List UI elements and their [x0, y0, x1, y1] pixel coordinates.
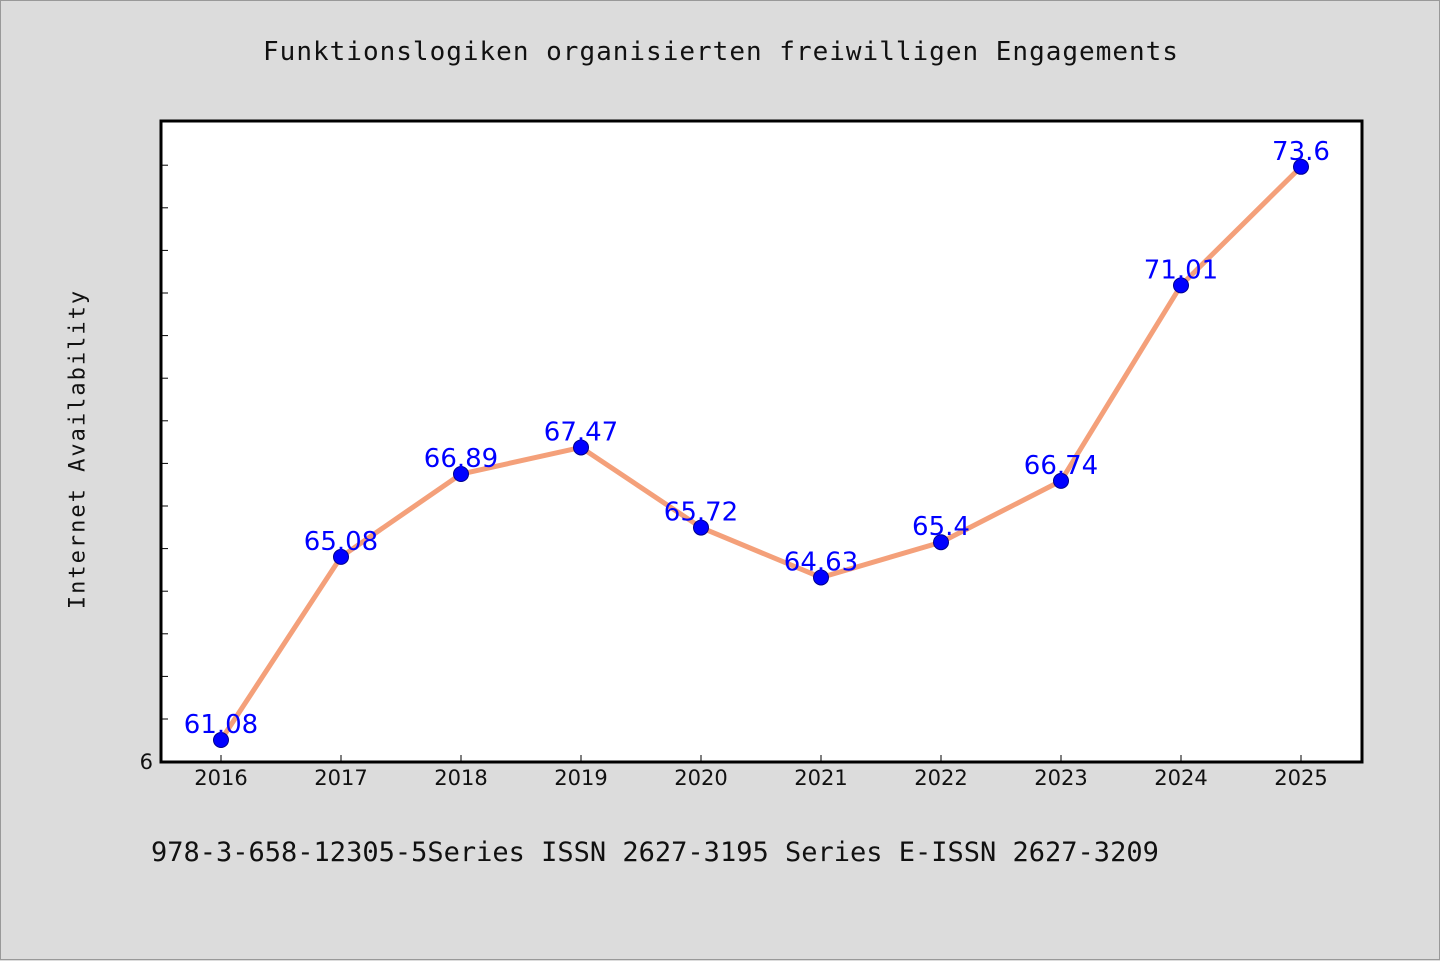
x-tick-label: 2018 [434, 766, 487, 790]
data-point [1293, 158, 1309, 175]
x-tick-label: 2024 [1154, 766, 1207, 790]
data-label: 73.6 [1272, 137, 1330, 167]
data-label: 65.72 [664, 498, 738, 528]
x-tick-label: 2023 [1034, 766, 1087, 790]
x-tick-label: 2022 [914, 766, 967, 790]
data-point [813, 569, 829, 586]
plot-area [159, 119, 1364, 764]
x-tick-label: 2016 [194, 766, 247, 790]
x-tick-label: 2019 [554, 766, 607, 790]
data-point [453, 466, 469, 483]
data-label: 66.89 [424, 444, 498, 474]
data-label: 61.08 [184, 710, 258, 740]
chart-title: Funktionslogiken organisierten freiwilli… [263, 37, 1179, 67]
data-label: 71.01 [1144, 255, 1218, 285]
data-point [933, 534, 949, 551]
data-label: 65.4 [912, 512, 970, 542]
data-point [333, 548, 349, 565]
x-tick-label: 2021 [794, 766, 847, 790]
data-point [693, 519, 709, 536]
x-tick-label: 2025 [1274, 766, 1327, 790]
data-label: 66.74 [1024, 451, 1098, 481]
y-tick-label: 6 [140, 750, 153, 774]
data-point [573, 439, 589, 456]
data-label: 67.47 [544, 417, 618, 447]
data-point [1053, 472, 1069, 489]
series-line [218, 164, 1304, 743]
data-label: 64.63 [784, 547, 858, 577]
x-tick-label: 2020 [674, 766, 727, 790]
x-tick-label: 2017 [314, 766, 367, 790]
data-point [213, 732, 229, 749]
data-point [1173, 277, 1189, 294]
data-label: 65.08 [304, 527, 378, 557]
footer-text: 978-3-658-12305-5Series ISSN 2627-3195 S… [151, 837, 1159, 868]
